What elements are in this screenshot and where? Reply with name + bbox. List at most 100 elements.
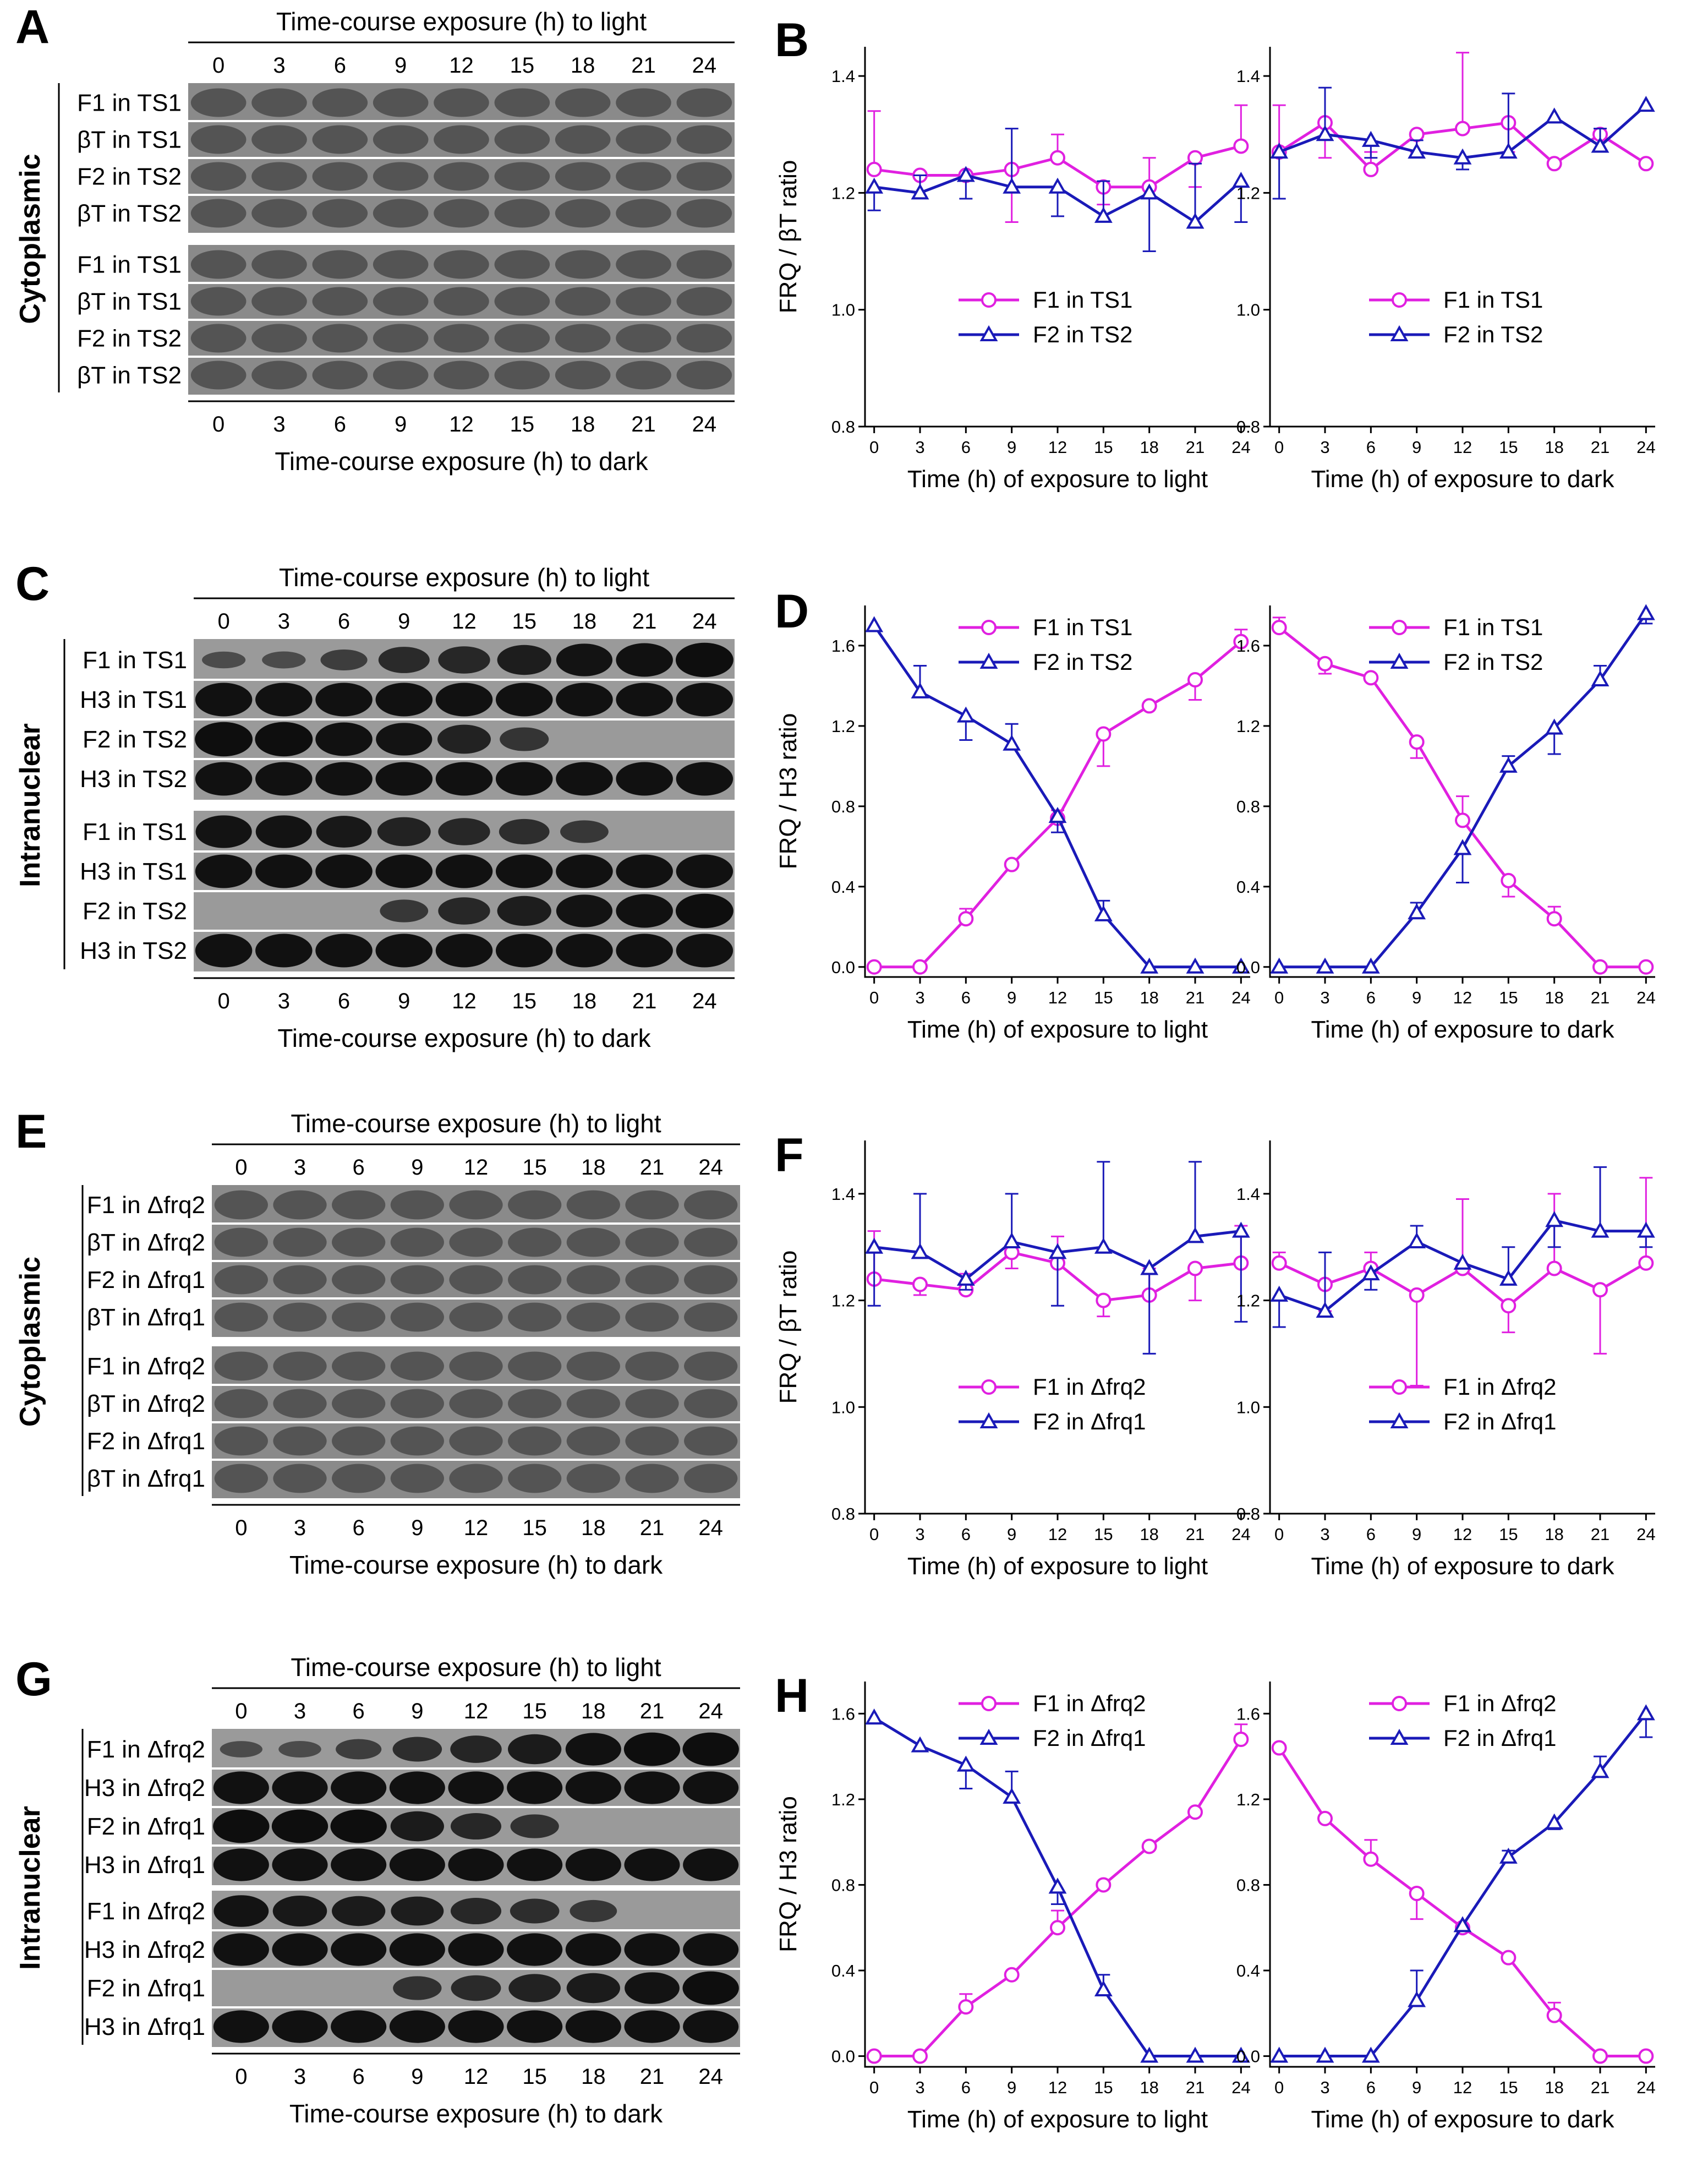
blot-band <box>273 1426 327 1456</box>
data-point <box>1453 839 1472 855</box>
data-point <box>1187 150 1203 166</box>
panel-letter-d: D <box>775 585 809 638</box>
data-point <box>1316 1301 1334 1318</box>
x-tick-label: 6 <box>961 438 971 457</box>
x-tick-label: 21 <box>1591 438 1610 457</box>
blot-band <box>684 1351 738 1381</box>
blot-band <box>190 125 247 154</box>
data-point <box>911 682 929 698</box>
data-point <box>1317 1810 1333 1826</box>
blot-row: F2 in TS2 <box>77 162 735 196</box>
data-point <box>865 1708 884 1725</box>
x-tick-label: 0 <box>869 988 879 1007</box>
blot-band <box>625 1972 680 2004</box>
blot-time-label-bottom: 6 <box>353 1516 365 1540</box>
legend-label: F1 in TS1 <box>1443 287 1543 313</box>
x-tick-label: 0 <box>1274 1525 1284 1544</box>
data-point <box>911 1243 929 1259</box>
blot-band <box>251 361 307 390</box>
blot-band <box>190 88 247 117</box>
y-tick-label: 1.4 <box>831 67 855 86</box>
blot-band <box>624 1771 680 1804</box>
data-point <box>1140 957 1159 974</box>
panel-letters: A B C D E F G H <box>15 1 809 1722</box>
blot-band <box>214 1265 268 1295</box>
legend-marker <box>979 652 998 669</box>
blot-row-label: F2 in TS2 <box>77 163 182 190</box>
blot-time-label-top: 6 <box>353 1155 365 1180</box>
y-tick-label: 0.8 <box>831 417 855 436</box>
blot-band <box>251 162 307 191</box>
blot-time-label-bottom: 0 <box>235 2065 247 2089</box>
blot-band <box>494 361 550 390</box>
blot-band <box>683 1771 739 1804</box>
blot-band <box>625 1426 679 1456</box>
data-point <box>1545 1813 1564 1830</box>
y-tick-label: 1.2 <box>831 1291 855 1311</box>
blot-band <box>556 894 613 927</box>
axis-lines <box>864 1140 1250 1515</box>
blot-band <box>190 324 247 353</box>
x-tick-label: 0 <box>1274 438 1284 457</box>
blot-band <box>507 2010 563 2043</box>
legend-label: F2 in TS2 <box>1033 649 1132 675</box>
x-axis-title: Time (h) of exposure to dark <box>1311 2106 1614 2133</box>
data-point <box>1636 1221 1655 1238</box>
blot-band <box>332 1464 386 1493</box>
blot-band <box>616 762 673 796</box>
legend-marker <box>979 325 998 341</box>
blot-band <box>315 934 373 968</box>
blot-band <box>195 815 252 848</box>
data-point <box>1453 148 1472 165</box>
blot-time-label-top: 21 <box>640 1699 665 1723</box>
data-point <box>1455 121 1470 137</box>
blot-top-label: Time-course exposure (h) to light <box>279 563 649 592</box>
x-tick-label: 24 <box>1231 1525 1250 1544</box>
blot-band <box>494 162 550 191</box>
x-tick-label: 18 <box>1545 438 1563 457</box>
chart-d-dark: 0.0 0.4 0.8 1.2 1.6 0 3 6 9 12 15 18 21 24 Time (h) of… <box>1236 604 1656 1043</box>
legend-label: F2 in TS2 <box>1443 321 1543 347</box>
blot-row: H3 in TS2 <box>80 934 733 968</box>
blot-band <box>616 643 673 677</box>
x-tick-label: 3 <box>915 438 924 457</box>
legend-entry: F2 in Δfrq1 <box>959 1409 1146 1434</box>
y-tick-label: 0.0 <box>831 2047 855 2066</box>
blot-band <box>683 2010 739 2043</box>
blot-band <box>555 162 611 191</box>
data-point <box>1096 1292 1112 1308</box>
blot-band <box>312 162 368 191</box>
blot-band <box>623 1732 681 1766</box>
data-point <box>1546 1260 1562 1276</box>
blot-band <box>320 649 368 671</box>
data-point <box>956 1755 975 1772</box>
series-f1 <box>1271 616 1654 975</box>
data-point <box>1361 2046 1380 2063</box>
data-point <box>1453 1916 1472 1933</box>
blot-band <box>676 88 732 117</box>
blot-top-label: Time-course exposure (h) to light <box>276 7 647 36</box>
data-point <box>1592 959 1608 975</box>
data-point <box>1363 161 1379 177</box>
blot-time-label-top: 12 <box>464 1699 489 1723</box>
series-line <box>874 640 1242 969</box>
blot-band <box>332 1426 386 1456</box>
series-f1 <box>1271 1740 1654 2064</box>
blot-band <box>202 651 246 669</box>
chart-d-light: 0.0 0.4 0.8 1.2 1.6 0 3 6 9 12 15 18 21 24 Time (h) of… <box>775 605 1251 1043</box>
blot-row-label: F2 in TS2 <box>83 898 187 925</box>
y-tick-label: 0.4 <box>1236 1961 1260 1980</box>
series-f2 <box>1270 1704 1655 2063</box>
blot-band <box>195 934 253 968</box>
blot-band <box>616 324 671 353</box>
blot-row-label: βT in Δfrq2 <box>87 1390 205 1417</box>
blot-band <box>676 762 733 796</box>
blot-time-label-bottom: 24 <box>692 412 717 436</box>
data-point <box>1271 1255 1287 1271</box>
blot-band <box>434 250 489 279</box>
blot-band <box>332 1302 386 1332</box>
blot-band <box>438 897 490 925</box>
data-point <box>1270 957 1289 974</box>
blot-row-label: βT in TS1 <box>77 288 182 315</box>
